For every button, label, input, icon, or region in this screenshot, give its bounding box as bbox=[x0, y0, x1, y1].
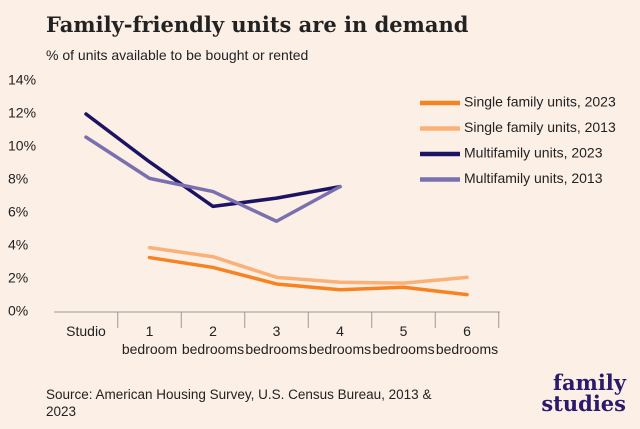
x-tick-label: 5 bedrooms bbox=[372, 323, 435, 357]
legend-label: Single family units, 2023 bbox=[464, 94, 616, 110]
x-tick-label: Studio bbox=[66, 323, 106, 339]
y-tick-label: 14% bbox=[8, 72, 36, 88]
x-tick-label: 4 bedrooms bbox=[308, 323, 372, 357]
legend-label: Multifamily units, 2023 bbox=[464, 145, 603, 161]
series-line bbox=[147, 255, 469, 297]
y-tick-label: 2% bbox=[8, 270, 28, 286]
y-tick-label: 10% bbox=[8, 138, 36, 154]
x-tick-label: 1 bedroom bbox=[121, 323, 178, 357]
y-tick-label: 8% bbox=[8, 171, 28, 187]
y-tick-label: 6% bbox=[8, 204, 28, 220]
logo-word: family bbox=[552, 370, 626, 395]
legend-label: Multifamily units, 2013 bbox=[464, 170, 603, 186]
chart-subtitle: % of units available to be bought or ren… bbox=[46, 47, 309, 63]
x-tick-label: 2 bedrooms bbox=[181, 323, 245, 357]
y-tick-label: 4% bbox=[8, 237, 28, 253]
logo-word: studies bbox=[541, 391, 626, 416]
y-tick-label: 0% bbox=[8, 303, 28, 319]
legend-label: Single family units, 2013 bbox=[464, 119, 616, 135]
source-note: Source: American Housing Survey, U.S. Ce… bbox=[46, 387, 432, 419]
logo: family studies bbox=[541, 372, 626, 414]
y-tick-label: 12% bbox=[8, 105, 36, 121]
series-line bbox=[84, 135, 342, 223]
chart-title: Family-friendly units are in demand bbox=[46, 12, 469, 37]
series-line bbox=[84, 112, 342, 209]
x-tick-label: 3 bedrooms bbox=[245, 323, 308, 357]
series-line bbox=[147, 245, 469, 285]
x-tick-label: 6 bedrooms bbox=[435, 323, 499, 357]
